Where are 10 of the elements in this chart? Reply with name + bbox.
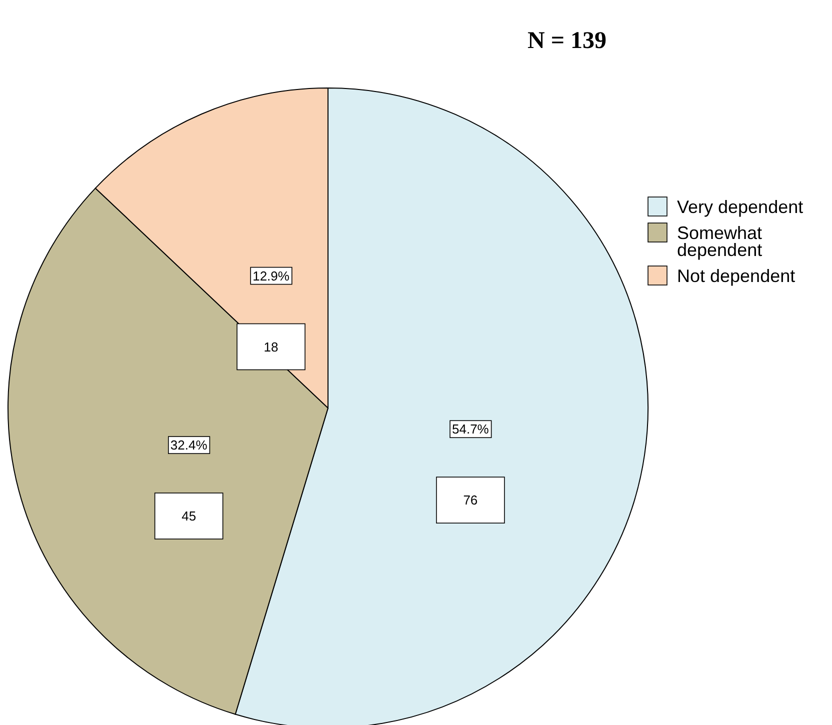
text: 54.7% <box>452 422 490 437</box>
legend-label: Not dependent <box>677 266 796 286</box>
text: 32.4% <box>170 438 208 453</box>
data-label: 76 <box>463 492 478 508</box>
legend-label: Very dependent <box>677 197 804 217</box>
data-label: 18 <box>264 339 278 354</box>
data-label: 45 <box>182 508 196 524</box>
chart-title: N = 139 <box>527 28 607 54</box>
legend-label: Somewhat dependent <box>677 223 762 260</box>
text: 12.9% <box>252 268 290 284</box>
